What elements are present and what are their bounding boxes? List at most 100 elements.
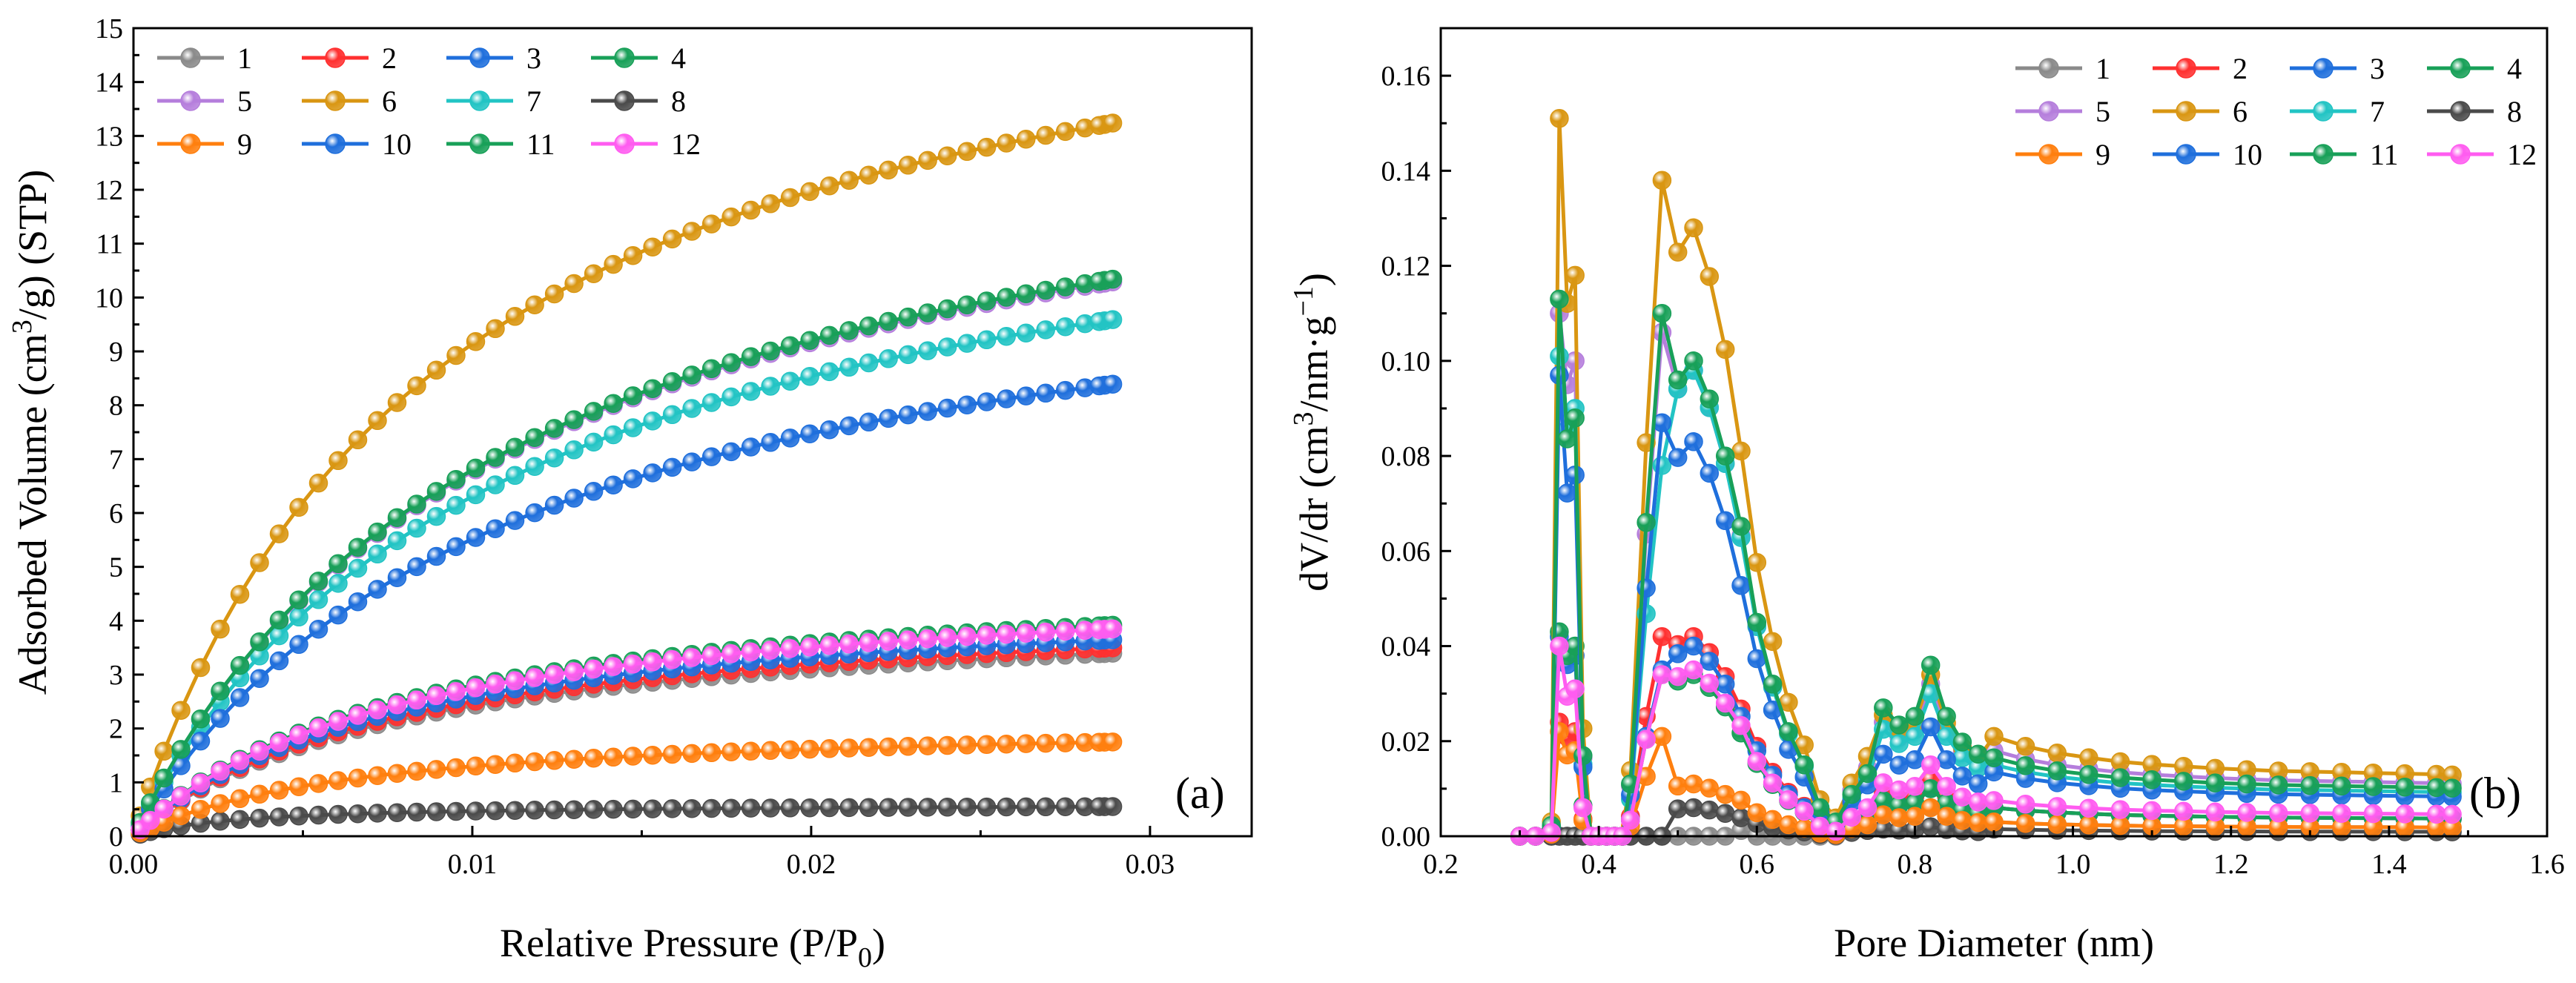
panel-a-point-8 — [741, 798, 761, 818]
panel-b-point-12 — [2079, 798, 2098, 818]
panel-a-point-6 — [623, 245, 643, 265]
panel-a-point-8 — [308, 805, 328, 825]
panel-b-point-8 — [1921, 817, 1941, 836]
panel-a-point-10 — [230, 688, 250, 707]
panel-a-point-11 — [623, 386, 643, 406]
panel-a-point-10 — [701, 447, 721, 466]
panel-b-point-12 — [1621, 810, 1640, 830]
panel-a-point-6 — [387, 393, 407, 412]
panel-a-point-8 — [544, 800, 564, 820]
panel-a-point-12 — [505, 671, 525, 691]
panel-a-point-6 — [839, 171, 859, 191]
panel-a-point-6 — [407, 376, 426, 396]
panel-a-point-8 — [348, 804, 368, 824]
panel-a-series-9 — [131, 732, 1123, 843]
panel-b-point-11 — [1874, 698, 1893, 718]
panel-a-point-6 — [662, 229, 682, 249]
panel-a-point-12 — [211, 761, 230, 781]
panel-a-point-8 — [604, 799, 623, 819]
panel-b-point-9 — [1937, 807, 1956, 826]
panel-a-point-8 — [898, 798, 918, 817]
panel-a-point-9 — [977, 735, 997, 755]
panel-b-point-9 — [1668, 776, 1688, 796]
panel-a-point-7 — [564, 440, 584, 460]
panel-a-point-11 — [1103, 269, 1123, 289]
panel-b-point-12 — [1731, 715, 1751, 735]
panel-a-point-9 — [879, 737, 898, 757]
panel-a-point-6 — [289, 497, 308, 517]
panel-a-point-8 — [819, 798, 839, 818]
panel-a-point-7 — [348, 558, 368, 578]
panel-a-point-11 — [1016, 284, 1036, 303]
panel-a-point-9 — [819, 739, 839, 758]
panel-a-point-9 — [1103, 732, 1123, 752]
panel-a-point-6 — [544, 284, 564, 304]
panel-b-point-11 — [1550, 289, 1569, 309]
panel-a-point-12 — [604, 657, 623, 676]
panel-a-point-9 — [643, 745, 662, 765]
panel-a-point-10 — [466, 528, 486, 547]
panel-a-point-6 — [701, 214, 721, 234]
panel-a-y-tick-label: 10 — [95, 282, 123, 314]
panel-b-point-11 — [2174, 772, 2193, 791]
panel-b-legend-label: 9 — [2096, 138, 2110, 171]
panel-a-legend-item-12: 12 — [591, 128, 701, 161]
panel-b-point-11 — [2300, 775, 2320, 795]
panel-b-point-12 — [2332, 804, 2351, 823]
panel-a-point-7 — [918, 341, 937, 360]
panel-a-point-8 — [584, 800, 604, 819]
panel-a-point-11 — [761, 341, 780, 361]
panel-a-point-9 — [761, 741, 780, 761]
panel-b-legend-swatch-marker — [2038, 101, 2059, 122]
panel-a-x-tick-label: 0.03 — [1126, 849, 1175, 880]
panel-a-point-7 — [486, 475, 505, 494]
panel-b-point-11 — [2427, 778, 2446, 798]
panel-a-point-8 — [761, 798, 780, 818]
panel-a-legend-label: 1 — [237, 42, 252, 75]
panel-b-point-10 — [1889, 755, 1909, 775]
panel-b-x-axis-title: Pore Diameter (nm) — [1834, 921, 2154, 965]
panel-a-point-6 — [446, 345, 466, 365]
panel-a-point-7 — [308, 590, 328, 609]
panel-b-point-10 — [1700, 463, 1720, 483]
panel-a-point-7 — [1103, 310, 1123, 329]
panel-a-point-6 — [997, 133, 1016, 153]
panel-a-point-6 — [191, 658, 211, 678]
panel-b-point-6 — [1565, 265, 1585, 285]
panel-a-point-8 — [937, 798, 957, 817]
panel-a-point-12 — [819, 635, 839, 655]
panel-a-point-12 — [466, 678, 486, 698]
panel-b-point-11 — [2237, 774, 2256, 794]
panel-b-point-9 — [1700, 778, 1720, 798]
panel-a-point-6 — [1036, 125, 1055, 145]
panel-a-point-9 — [682, 744, 701, 764]
panel-b-point-11 — [1952, 732, 1972, 752]
panel-a-point-6 — [564, 274, 584, 294]
panel-a-point-11 — [839, 321, 859, 340]
panel-a-point-8 — [682, 798, 701, 818]
panel-a-point-9 — [269, 781, 289, 800]
panel-a-point-11 — [819, 325, 839, 345]
panel-a-point-7 — [662, 405, 682, 425]
panel-a-point-9 — [407, 761, 426, 781]
panel-a-y-tick-label: 8 — [109, 391, 123, 422]
panel-b-point-6 — [2110, 752, 2130, 772]
panel-b-point-12 — [1937, 776, 1956, 796]
panel-b-point-2 — [1652, 626, 1672, 646]
panel-b-point-11 — [1921, 655, 1941, 675]
panel-b-point-9 — [1857, 815, 1877, 835]
panel-a-point-10 — [780, 428, 800, 448]
panel-a-point-12 — [741, 642, 761, 662]
panel-a-point-9 — [957, 735, 977, 755]
panel-b-legend-label: 8 — [2507, 95, 2522, 128]
panel-a-point-11 — [780, 336, 800, 355]
panel-b-x-tick-label: 0.4 — [1581, 849, 1616, 880]
panel-a-point-6 — [977, 137, 997, 157]
panel-a-point-9 — [544, 751, 564, 770]
panel-b-point-9 — [1984, 812, 2004, 832]
panel-a-point-9 — [348, 768, 368, 788]
panel-a-legend-swatch-marker — [325, 47, 346, 68]
panel-a-point-11 — [348, 537, 368, 557]
panel-b-point-12 — [1794, 801, 1814, 821]
panel-a-point-10 — [859, 412, 879, 432]
